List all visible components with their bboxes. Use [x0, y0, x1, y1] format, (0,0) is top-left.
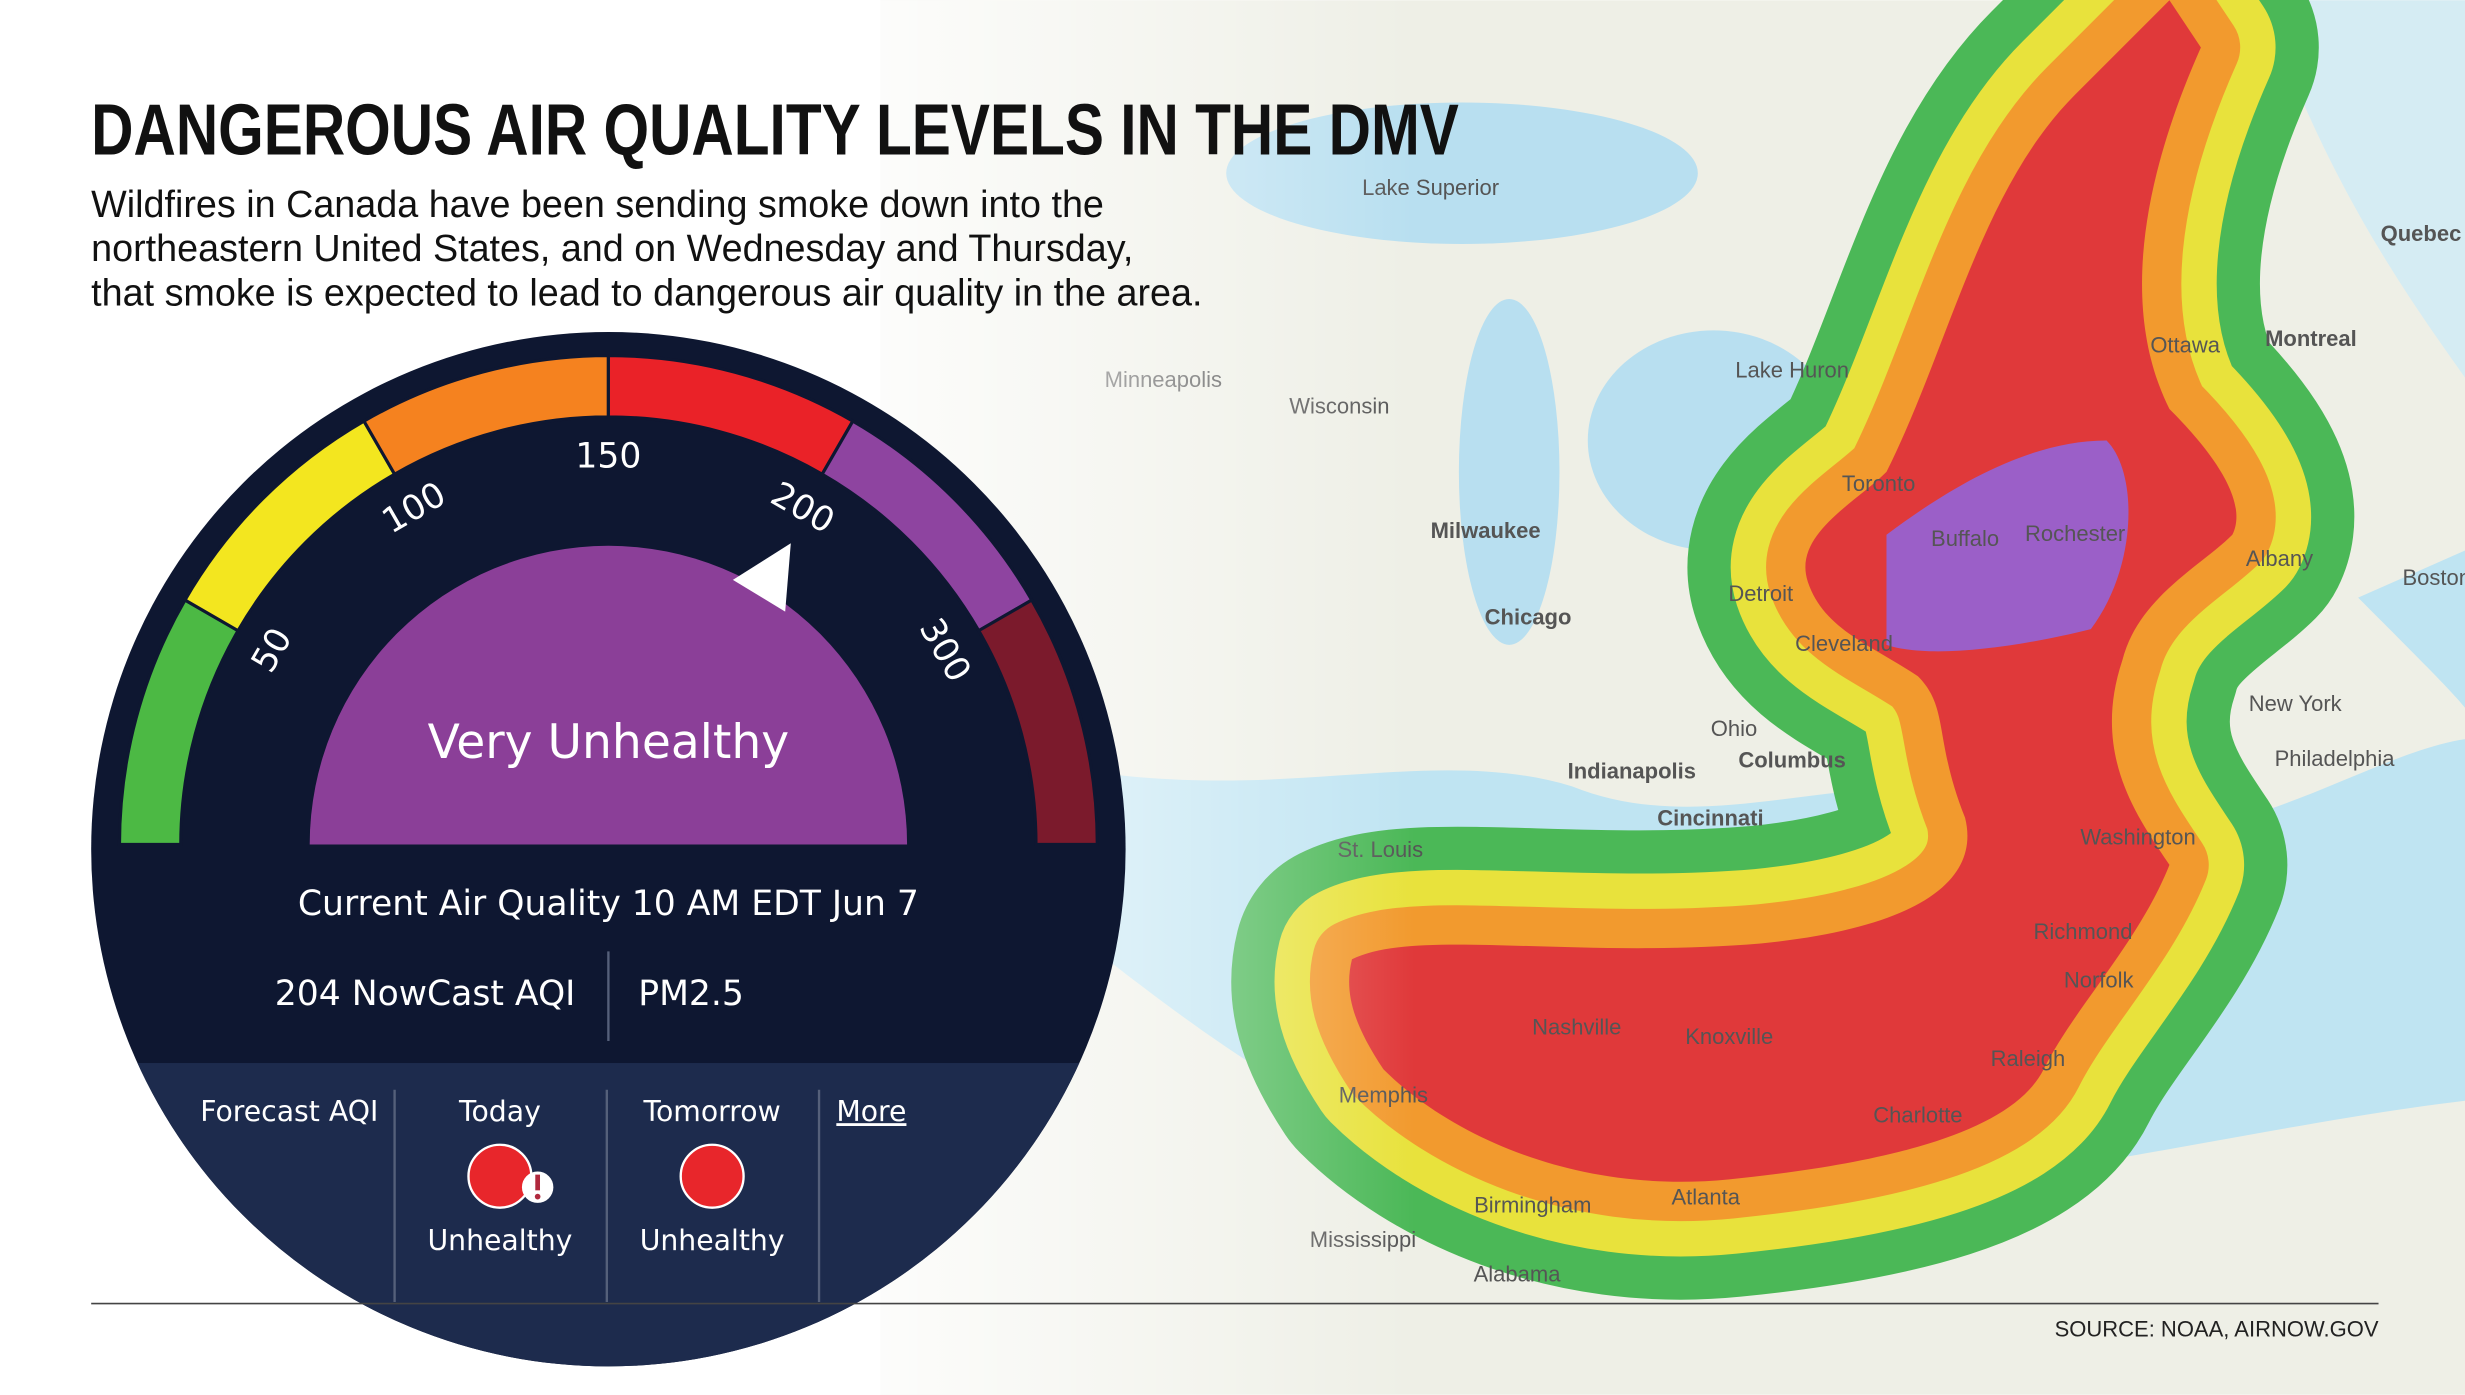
gauge-band — [976, 597, 1099, 847]
map-label: New York — [2249, 691, 2343, 716]
pollutant-label: PM2.5 — [638, 974, 744, 1014]
gauge-tick-label: 150 — [575, 436, 641, 476]
more-link[interactable]: More — [836, 1095, 906, 1128]
map-label: Detroit — [1728, 581, 1793, 606]
map-label: Ottawa — [2150, 332, 2220, 357]
map-label: Quebec — [2381, 221, 2462, 246]
level-label: Unhealthy — [427, 1224, 572, 1257]
alert-mark — [535, 1174, 541, 1191]
tomorrow-indicator — [679, 1143, 745, 1209]
map-label: Lake Huron — [1735, 358, 1849, 383]
current-label: Current Air Quality 10 AM EDT Jun 7 — [298, 884, 919, 924]
north-water — [2263, 0, 2465, 378]
map-label: Charlotte — [1873, 1103, 1962, 1128]
map-label: Buffalo — [1931, 526, 1999, 551]
map-label: Atlanta — [1671, 1184, 1740, 1209]
map-label: Birmingham — [1474, 1192, 1591, 1217]
nowcast-label: 204 NowCast AQI — [275, 974, 576, 1014]
today-indicator — [467, 1143, 533, 1209]
alert-dot — [534, 1193, 541, 1200]
smoke-plume — [1349, 0, 2236, 1181]
map-label: Nashville — [1532, 1015, 1621, 1040]
subtitle-line: that smoke is expected to lead to danger… — [91, 271, 1202, 313]
subtitle-line: northeastern United States, and on Wedne… — [91, 227, 1133, 269]
map-label: Raleigh — [1991, 1046, 2066, 1071]
gauge-needle — [732, 543, 791, 612]
map-label: Ohio — [1711, 716, 1757, 741]
subtitle-line: Wildfires in Canada have been sending sm… — [91, 183, 1104, 225]
map-label: Albany — [2246, 546, 2313, 571]
map-label: Toronto — [1842, 471, 1915, 496]
aqi-widget: Very Unhealthy Current Air Quality 10 AM… — [91, 331, 1126, 1367]
map-label: Norfolk — [2064, 968, 2135, 993]
atlantic — [2358, 550, 2465, 708]
forecast-dividers — [393, 1089, 821, 1302]
map-label: Chicago — [1485, 604, 1572, 629]
day-label: Today — [458, 1095, 541, 1128]
smoke-extreme — [1886, 440, 2129, 652]
map-label: Washington — [2080, 824, 2195, 849]
forecast-label: Forecast AQI — [200, 1095, 378, 1128]
source: SOURCE: NOAA, AIRNOW.GOV — [2055, 1317, 2379, 1342]
map-label: Cleveland — [1795, 631, 1893, 656]
map-label: Richmond — [2033, 919, 2132, 944]
map-label: Philadelphia — [2275, 746, 2396, 771]
map-label: Cincinnati — [1657, 806, 1763, 831]
map-label: Milwaukee — [1431, 518, 1541, 543]
subtitle: Wildfires in Canada have been sending sm… — [91, 183, 1202, 313]
level-label: Unhealthy — [640, 1224, 785, 1257]
map-label: Montreal — [2265, 326, 2357, 351]
lake-michigan — [1458, 298, 1560, 645]
title: DANGEROUS AIR QUALITY LEVELS IN THE DMV — [91, 90, 1459, 170]
category-label: Very Unhealthy — [428, 715, 789, 770]
map-label: Columbus — [1738, 747, 1846, 772]
map-label: Rochester — [2025, 521, 2125, 546]
map-label: Boston — [2402, 565, 2465, 590]
map-label: Indianapolis — [1568, 758, 1696, 783]
day-label: Tomorrow — [643, 1095, 781, 1128]
map-label: Alabama — [1474, 1262, 1562, 1287]
category-dial — [309, 545, 908, 845]
map-label: Knoxville — [1685, 1024, 1773, 1049]
